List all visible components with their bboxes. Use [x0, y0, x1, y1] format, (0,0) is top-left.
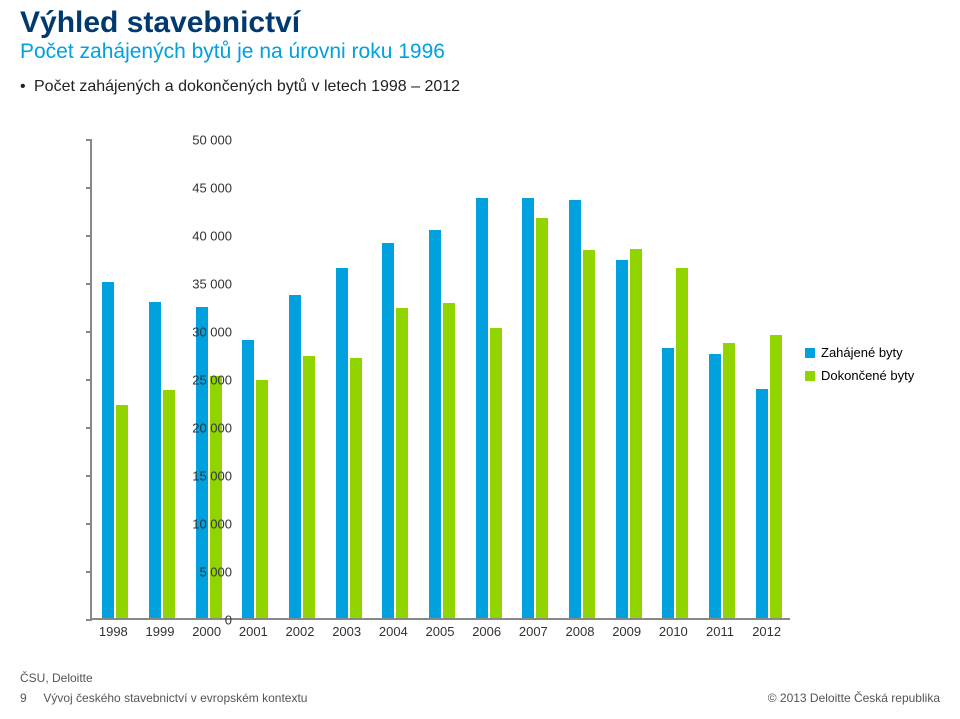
chart-bar: [476, 198, 488, 618]
y-axis-label: 35 000: [172, 277, 232, 292]
y-axis-label: 20 000: [172, 421, 232, 436]
chart-bar: [709, 354, 721, 618]
chart-bar: [336, 268, 348, 618]
chart-bar: [210, 376, 222, 618]
x-axis-label: 2004: [379, 624, 408, 639]
chart-bar: [583, 250, 595, 618]
y-axis-label: 50 000: [172, 133, 232, 148]
y-axis-label: 10 000: [172, 517, 232, 532]
y-axis-label: 25 000: [172, 373, 232, 388]
x-axis-label: 2005: [426, 624, 455, 639]
chart-bar: [676, 268, 688, 618]
chart-bar: [723, 343, 735, 618]
chart-bar: [396, 308, 408, 618]
chart-bar: [116, 405, 128, 618]
bullet-point: Počet zahájených a dokončených bytů v le…: [0, 74, 960, 106]
x-axis-label: 2000: [192, 624, 221, 639]
x-axis-label: 2003: [332, 624, 361, 639]
chart-bar: [756, 389, 768, 618]
chart-bar: [303, 356, 315, 618]
page-subtitle: Počet zahájených bytů je na úrovni roku …: [0, 40, 960, 74]
legend-item: Zahájené byty: [805, 345, 914, 360]
chart-bar: [616, 260, 628, 618]
legend-label: Zahájené byty: [821, 345, 903, 360]
x-axis-label: 2011: [706, 624, 734, 639]
legend-item: Dokončené byty: [805, 368, 914, 383]
y-axis-label: 5 000: [172, 565, 232, 580]
chart-bar: [149, 302, 161, 618]
chart-bar: [102, 282, 114, 618]
legend-label: Dokončené byty: [821, 368, 914, 383]
x-axis-label: 2007: [519, 624, 548, 639]
y-axis-label: 40 000: [172, 229, 232, 244]
legend-swatch: [805, 371, 815, 381]
x-axis-label: 2002: [286, 624, 315, 639]
chart-bar: [770, 335, 782, 618]
x-axis-label: 2010: [659, 624, 688, 639]
footer-right: © 2013 Deloitte Česká republika: [768, 691, 940, 705]
y-axis-label: 15 000: [172, 469, 232, 484]
chart-source: ČSU, Deloitte: [20, 671, 93, 685]
chart-bar: [536, 218, 548, 618]
chart-bar: [429, 230, 441, 618]
x-axis-label: 1999: [146, 624, 175, 639]
footer-left: 9 Vývoj českého stavebnictví v evropském…: [20, 691, 307, 705]
chart-bar: [662, 348, 674, 618]
legend-swatch: [805, 348, 815, 358]
chart-bar: [242, 340, 254, 618]
chart-bar: [443, 303, 455, 618]
x-axis-label: 2008: [566, 624, 595, 639]
x-axis-label: 2001: [239, 624, 268, 639]
y-axis-label: 45 000: [172, 181, 232, 196]
chart-bar: [382, 243, 394, 618]
y-axis-label: 30 000: [172, 325, 232, 340]
chart-bar: [256, 380, 268, 618]
page-title: Výhled stavebnictví: [0, 0, 960, 40]
chart-bar: [630, 249, 642, 618]
x-axis-label: 2012: [752, 624, 781, 639]
chart-bar: [350, 358, 362, 618]
page-number: 9: [20, 691, 27, 705]
chart-bar: [490, 328, 502, 618]
chart-bar: [522, 198, 534, 618]
chart-bar: [289, 295, 301, 618]
footer-left-text: Vývoj českého stavebnictví v evropském k…: [43, 691, 307, 705]
x-axis-label: 2009: [612, 624, 641, 639]
chart-bar: [569, 200, 581, 618]
chart-legend: Zahájené byty Dokončené byty: [805, 345, 914, 391]
chart-container: Zahájené byty Dokončené byty 05 00010 00…: [20, 130, 940, 650]
x-axis-label: 2006: [472, 624, 501, 639]
x-axis-label: 1998: [99, 624, 128, 639]
